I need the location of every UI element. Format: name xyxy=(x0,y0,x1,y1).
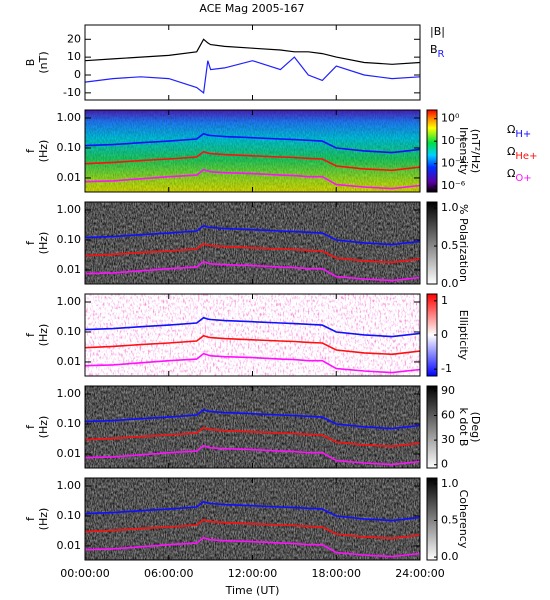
chart-title: ACE Mag 2005-167 xyxy=(199,2,304,15)
colorbar-tick-label: 60 xyxy=(441,409,455,422)
y-axis-label: f xyxy=(24,424,37,429)
colorbar xyxy=(426,109,438,193)
y-tick-label: 0.01 xyxy=(57,171,82,184)
gyrofrequency-line xyxy=(84,444,421,466)
colorbar-tick-label: 1.0 xyxy=(441,201,459,214)
y-tick-label: 1.00 xyxy=(57,203,82,216)
x-tick-label: 24:00:00 xyxy=(395,567,444,580)
panel: 10⁰ 10⁻² 10⁻⁴ 10⁻⁶ Intensity (nT²/Hz) 1.00 0.10… xyxy=(24,109,482,193)
panel: -1 0 1 Ellipticity 1.00 0.10 0.01 f (Hz) xyxy=(24,293,470,377)
colorbar-label: (nT²/Hz) xyxy=(469,129,482,173)
y-tick-label: 1.00 xyxy=(57,479,82,492)
legend-subscript: He+ xyxy=(515,151,537,162)
gyrofrequency-line xyxy=(84,168,421,190)
legend-label: ΩO+ xyxy=(507,167,532,184)
x-tick-label: 12:00:00 xyxy=(228,567,277,580)
y-axis-label: (Hz) xyxy=(37,508,50,531)
legend-label: ΩH+ xyxy=(507,123,531,140)
panel: |B| BR -10 0 10 20 B (nT) xyxy=(24,24,445,101)
legend-subscript: R xyxy=(438,49,445,60)
colorbar-tick-label: 0 xyxy=(441,458,448,471)
panel: 0.0 0.5 1.0% Polarization 1.00 0.10 0.01 f (Hz) xyxy=(24,201,470,290)
gyrofrequency-line xyxy=(84,408,421,430)
y-tick-label: 0.10 xyxy=(57,233,82,246)
y-tick-label: 0.01 xyxy=(57,263,82,276)
y-axis-label: f xyxy=(24,148,37,153)
colorbar-label: Ellipticity xyxy=(457,310,470,361)
y-axis-label: f xyxy=(24,240,37,245)
y-tick-label: 0.10 xyxy=(57,325,82,338)
gyrofrequency-line xyxy=(84,132,421,154)
colorbar-label: Intensity xyxy=(457,127,470,175)
colorbar-tick-label: 1.0 xyxy=(441,477,459,490)
gyrofrequency-line xyxy=(84,150,421,172)
y-tick-label: 1.00 xyxy=(57,387,82,400)
y-axis-label: (nT) xyxy=(37,51,50,73)
legend-label: BR xyxy=(430,43,445,60)
colorbar-label: Coherency xyxy=(457,490,470,549)
y-axis-label: (Hz) xyxy=(37,232,50,255)
y-axis-label: (Hz) xyxy=(37,140,50,163)
gyrofrequency-line xyxy=(84,334,421,356)
y-axis-label: (Hz) xyxy=(37,416,50,439)
colorbar-tick-label: 10⁰ xyxy=(441,112,460,125)
gyrofrequency-line xyxy=(84,536,421,558)
x-tick-label: 18:00:00 xyxy=(312,567,361,580)
gyrofrequency-line xyxy=(84,316,421,338)
legend-subscript: O+ xyxy=(515,173,531,184)
colorbar-tick-label: 10⁻⁴ xyxy=(441,157,466,170)
colorbar xyxy=(426,477,438,561)
gyrofrequency-line xyxy=(84,518,421,540)
y-tick-label: 1.00 xyxy=(57,111,82,124)
gyrofrequency-line xyxy=(84,260,421,282)
series-line xyxy=(84,56,421,95)
colorbar-tick-label: 10⁻² xyxy=(441,134,465,147)
gyrofrequency-line xyxy=(84,242,421,264)
y-tick-label: 0.10 xyxy=(57,141,82,154)
y-tick-label: 0.01 xyxy=(57,539,82,552)
colorbar-label: k dot B xyxy=(457,408,470,447)
panel: 0 30 60 90k dot B (Deg) 1.00 0.10 0.01 f (Hz) xyxy=(24,384,482,471)
y-tick-label: 0.01 xyxy=(57,447,82,460)
colorbar-tick-label: 0 xyxy=(441,328,448,341)
colorbar-tick-label: -1 xyxy=(441,362,452,375)
y-axis-label: f xyxy=(24,516,37,521)
gyrofrequency-line xyxy=(84,426,421,448)
y-tick-label: 0.01 xyxy=(57,355,82,368)
y-axis-label: B xyxy=(24,59,37,67)
colorbar-tick-label: 0.0 xyxy=(441,550,459,563)
y-tick-label: 10 xyxy=(67,50,81,63)
y-tick-label: 0 xyxy=(74,68,81,81)
colorbar xyxy=(426,385,438,469)
y-tick-label: 0.10 xyxy=(57,417,82,430)
gyrofrequency-line xyxy=(84,352,421,374)
y-axis-label: (Hz) xyxy=(37,324,50,347)
y-tick-label: 0.10 xyxy=(57,509,82,522)
x-tick-label: 06:00:00 xyxy=(144,567,193,580)
y-axis-label: f xyxy=(24,332,37,337)
colorbar-tick-label: 1 xyxy=(441,294,448,307)
colorbar-tick-label: 0.5 xyxy=(441,239,459,252)
colorbar xyxy=(426,201,438,285)
colorbar-tick-label: 90 xyxy=(441,384,455,397)
x-tick-label: 00:00:00 xyxy=(60,567,109,580)
gyrofrequency-line xyxy=(84,224,421,246)
legend-label: ΩHe+ xyxy=(507,145,537,162)
x-axis-label: Time (UT) xyxy=(225,584,280,597)
legend-label: |B| xyxy=(430,25,445,38)
colorbar-label: (Deg) xyxy=(469,412,482,443)
y-tick-label: -10 xyxy=(63,86,81,99)
colorbar-tick-label: 30 xyxy=(441,433,455,446)
colorbar-label: % Polarization xyxy=(457,204,470,282)
legend-subscript: H+ xyxy=(515,129,531,140)
gyrofrequency-line xyxy=(84,500,421,522)
colorbar-tick-label: 10⁻⁶ xyxy=(441,179,466,192)
colorbar-tick-label: 0.0 xyxy=(441,277,459,290)
colorbar-tick-label: 0.5 xyxy=(441,513,459,526)
series-line xyxy=(84,38,421,65)
y-tick-label: 20 xyxy=(67,32,81,45)
y-tick-label: 1.00 xyxy=(57,295,82,308)
